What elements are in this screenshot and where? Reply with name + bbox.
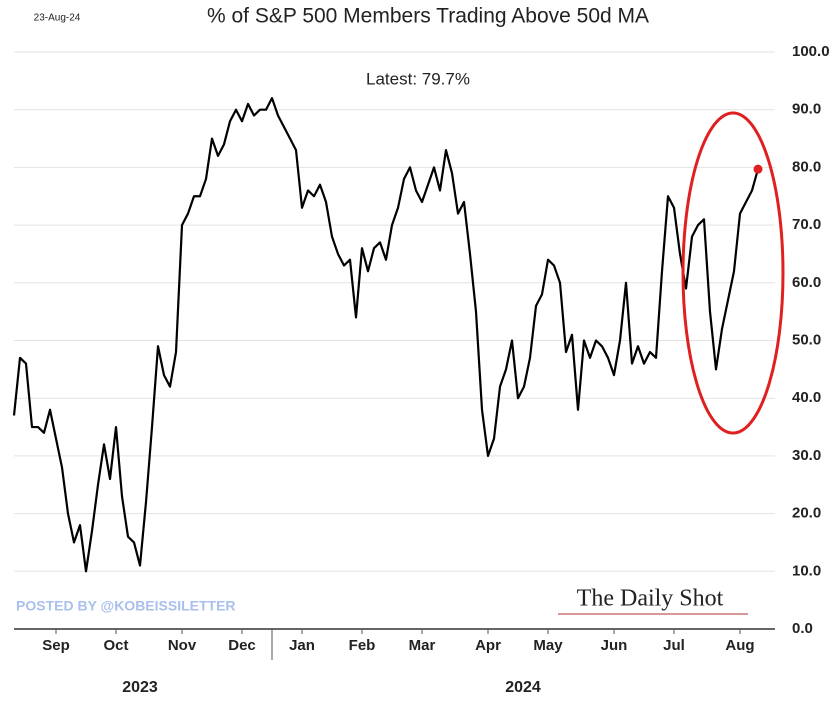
chart-title: % of S&P 500 Members Trading Above 50d M… <box>207 5 649 28</box>
y-tick-label: 50.0 <box>792 331 821 348</box>
year-label: 2023 <box>122 679 158 696</box>
subtitle: Latest: 79.7% <box>366 69 470 88</box>
latest-marker <box>753 164 763 174</box>
x-tick-label: Dec <box>228 637 256 654</box>
x-tick-label: Feb <box>349 637 376 654</box>
x-tick-label: May <box>533 637 563 654</box>
y-tick-label: 90.0 <box>792 101 821 118</box>
y-tick-label: 10.0 <box>792 562 821 579</box>
x-tick-label: Aug <box>725 637 754 654</box>
y-tick-label: 70.0 <box>792 216 821 233</box>
y-tick-label: 0.0 <box>792 620 813 637</box>
y-tick-label: 60.0 <box>792 274 821 291</box>
y-tick-label: 100.0 <box>792 43 830 60</box>
y-tick-label: 20.0 <box>792 505 821 522</box>
x-tick-label: Nov <box>168 637 197 654</box>
x-tick-label: Mar <box>409 637 436 654</box>
series-line <box>12 97 760 573</box>
x-tick-label: Jun <box>601 637 628 654</box>
logo: The Daily Shot <box>577 586 724 612</box>
y-tick-label: 40.0 <box>792 389 821 406</box>
highlight-ellipse <box>681 111 785 435</box>
x-tick-label: Apr <box>475 637 501 654</box>
y-tick-label: 30.0 <box>792 447 821 464</box>
x-tick-label: Jan <box>289 637 315 654</box>
x-tick-label: Sep <box>42 637 70 654</box>
date-label: 23-Aug-24 <box>34 13 81 24</box>
x-tick-label: Oct <box>103 637 128 654</box>
y-tick-label: 80.0 <box>792 158 821 175</box>
year-label: 2024 <box>505 679 541 696</box>
watermark: POSTED BY @KOBEISSILETTER <box>16 598 236 614</box>
x-tick-label: Jul <box>663 637 685 654</box>
